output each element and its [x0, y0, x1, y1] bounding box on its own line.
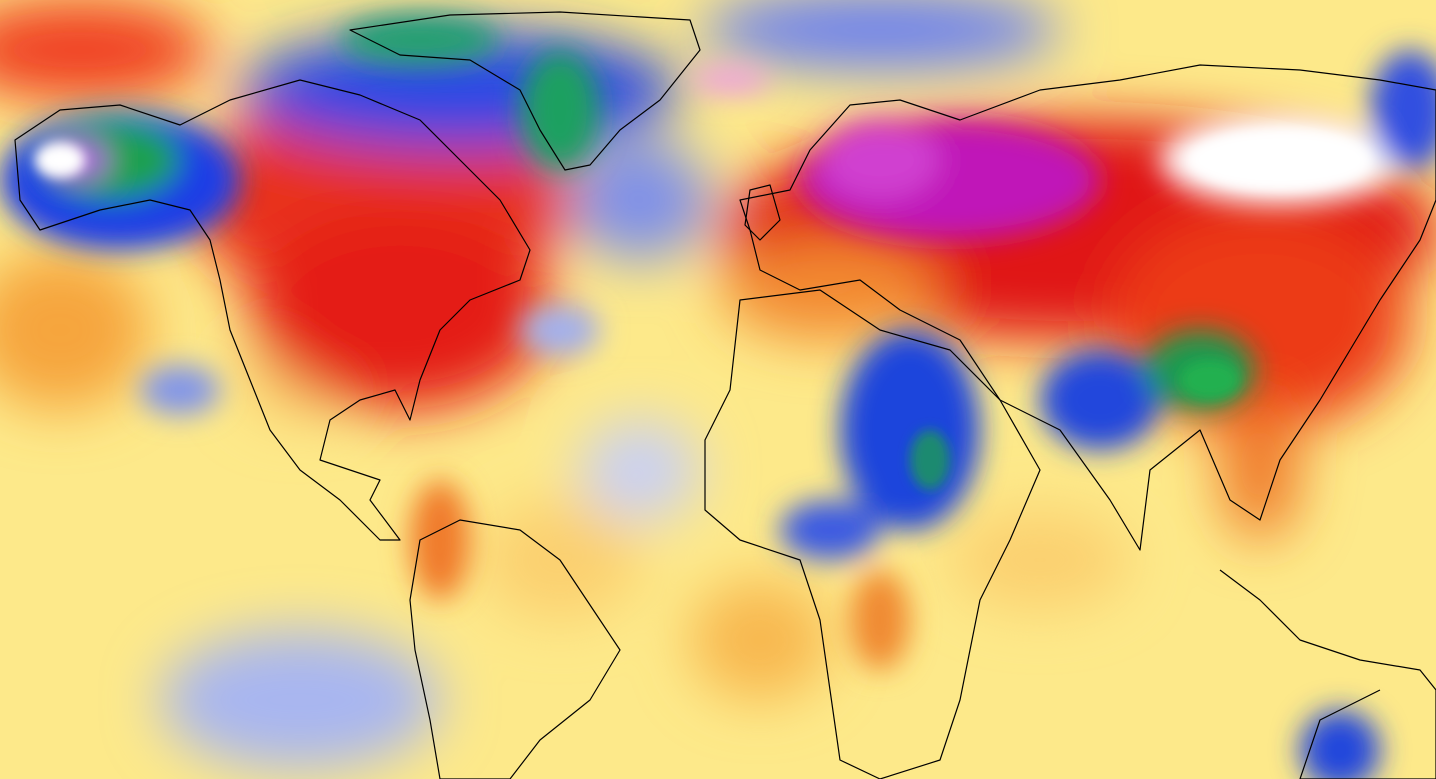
coastlines: [14, 11, 1436, 779]
south-america-outline: [409, 519, 621, 779]
north-america-outline: [14, 79, 531, 541]
eurasia-outline: [739, 64, 1436, 551]
africa-outline: [704, 289, 1041, 779]
southeast-asia-outline: [1219, 569, 1436, 779]
uk-outline: [744, 184, 781, 241]
anomaly-field-fine: [35, 130, 1370, 490]
greenland-outline: [349, 11, 701, 171]
